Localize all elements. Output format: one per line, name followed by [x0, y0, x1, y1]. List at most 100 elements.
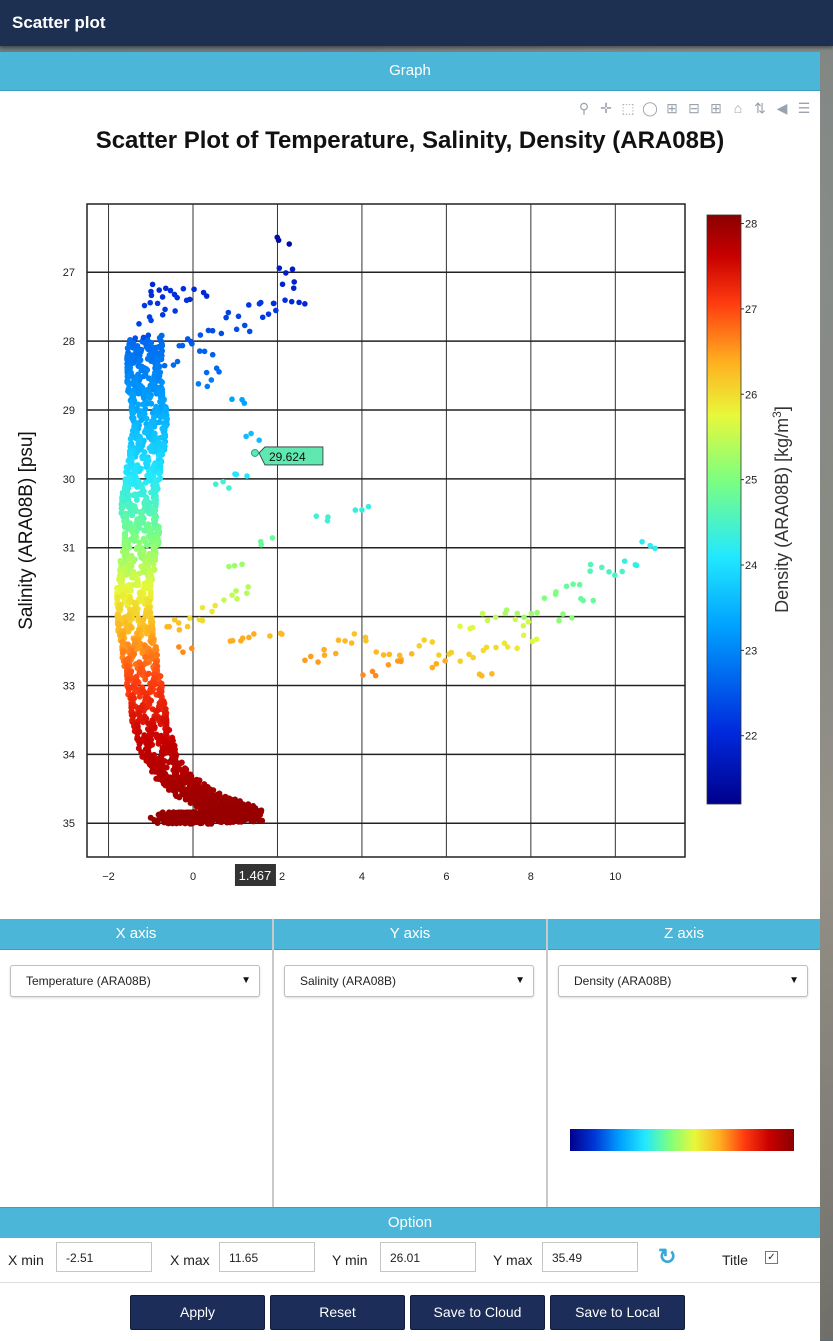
box-select-icon[interactable]: ⬚: [621, 100, 635, 116]
y-tick-label: 29: [63, 405, 75, 417]
title-label: Title: [722, 1252, 748, 1268]
scatter-point: [501, 640, 508, 647]
scatter-point: [321, 646, 327, 653]
scatter-point: [267, 633, 273, 639]
colorbar-tick-label: 28: [745, 219, 757, 231]
scatter-point: [171, 770, 178, 777]
scatter-point: [250, 808, 257, 815]
hover-closest-icon[interactable]: ◀: [776, 100, 788, 116]
scatter-point: [332, 650, 339, 657]
scatter-point: [140, 401, 147, 408]
scatter-point: [123, 662, 130, 669]
scatter-point: [127, 606, 134, 613]
scatter-point: [652, 545, 658, 552]
scatter-point: [119, 639, 126, 646]
scatter-point: [556, 617, 562, 624]
scatter-point: [534, 609, 540, 616]
refresh-icon[interactable]: ↻: [658, 1244, 677, 1269]
scatter-point: [291, 279, 298, 285]
colorbar-label-end: ]: [772, 406, 792, 411]
y-tick-label: 32: [63, 612, 75, 624]
scatter-point: [265, 311, 272, 317]
scatter-point: [239, 561, 245, 568]
scatter-point: [140, 535, 147, 542]
scatter-point: [124, 345, 131, 352]
scatter-point: [127, 435, 134, 442]
scatter-point: [195, 381, 202, 387]
scatter-point: [233, 326, 240, 333]
scatter-point: [235, 313, 242, 320]
x-axis-select[interactable]: Temperature (ARA08B) ▼: [10, 965, 260, 997]
scatter-point: [126, 381, 133, 388]
scatter-point: [146, 395, 153, 402]
scatter-point: [429, 639, 436, 645]
scatter-point: [159, 413, 166, 420]
scatter-point: [233, 471, 240, 478]
zoom-out-icon[interactable]: ⊟: [688, 100, 700, 116]
scatter-point: [142, 479, 149, 486]
zoom-in-icon[interactable]: ⊞: [666, 100, 678, 116]
autoscale-icon[interactable]: ⊞: [710, 100, 722, 116]
scatter-point: [296, 299, 302, 306]
save-to-local-button[interactable]: Save to Local: [550, 1295, 685, 1330]
scatter-point: [134, 576, 141, 583]
scatter-point: [196, 810, 203, 817]
scatter-point: [226, 563, 232, 570]
scatter-point: [156, 470, 163, 477]
scatter-point: [121, 518, 128, 525]
scatter-point: [133, 347, 140, 354]
scatter-point: [156, 334, 163, 341]
zoom-icon[interactable]: ⚲: [578, 100, 590, 116]
colormap-preview[interactable]: [570, 1129, 794, 1151]
x-tick-label: 6: [443, 871, 449, 883]
scatter-point: [220, 808, 227, 815]
scatter-point: [145, 457, 152, 464]
scatter-chart[interactable]: −204681027282930313233343529.6241.4672Te…: [0, 91, 820, 953]
scatter-point: [148, 400, 155, 407]
plot-toolbar: ⚲ ✛ ⬚ ◯ ⊞ ⊟ ⊞ ⌂ ⇅ ◀ ☰: [576, 99, 812, 117]
scatter-point: [119, 592, 126, 599]
xmin-input[interactable]: -2.51: [56, 1242, 152, 1272]
scatter-point: [142, 654, 149, 661]
scatter-point: [146, 445, 153, 452]
scatter-point: [148, 381, 155, 388]
xmax-input[interactable]: 11.65: [219, 1242, 315, 1272]
scatter-point: [132, 335, 139, 341]
scatter-point: [243, 590, 250, 596]
scatter-point: [156, 287, 163, 293]
scatter-point: [587, 561, 594, 568]
graph-header: Graph: [0, 52, 820, 91]
scatter-point: [138, 364, 145, 371]
scatter-point: [238, 638, 244, 644]
scatter-point: [130, 410, 137, 417]
lasso-icon[interactable]: ◯: [642, 100, 658, 116]
scatter-point: [520, 632, 527, 639]
pan-icon[interactable]: ✛: [600, 100, 612, 116]
scatter-point: [136, 539, 143, 546]
scatter-point: [259, 817, 266, 824]
reset-axes-icon[interactable]: ⌂: [733, 100, 743, 116]
scatter-point: [154, 651, 161, 658]
scatter-point: [157, 369, 164, 376]
colorbar-tick-label: 26: [745, 389, 757, 401]
y-tick-label: 34: [63, 749, 75, 761]
scatter-point: [325, 514, 331, 520]
save-to-cloud-button[interactable]: Save to Cloud: [410, 1295, 545, 1330]
reset-button[interactable]: Reset: [270, 1295, 405, 1330]
x-tick-label: 8: [528, 871, 534, 883]
apply-button[interactable]: Apply: [130, 1295, 265, 1330]
x-axis-header: X axis: [0, 919, 272, 950]
scatter-point: [153, 708, 160, 715]
z-axis-select[interactable]: Density (ARA08B) ▼: [558, 965, 808, 997]
scatter-point: [209, 351, 216, 358]
y-axis-select[interactable]: Salinity (ARA08B) ▼: [284, 965, 534, 997]
title-checkbox[interactable]: ✓: [765, 1251, 778, 1264]
scatter-point: [145, 670, 152, 677]
scatter-point: [184, 336, 191, 342]
spike-lines-icon[interactable]: ⇅: [754, 100, 766, 116]
ymin-input[interactable]: 26.01: [380, 1242, 476, 1272]
scatter-point: [150, 431, 157, 438]
dropdown-arrow-icon: ▼: [515, 975, 525, 986]
ymax-input[interactable]: 35.49: [542, 1242, 638, 1272]
hover-compare-icon[interactable]: ☰: [797, 100, 811, 116]
